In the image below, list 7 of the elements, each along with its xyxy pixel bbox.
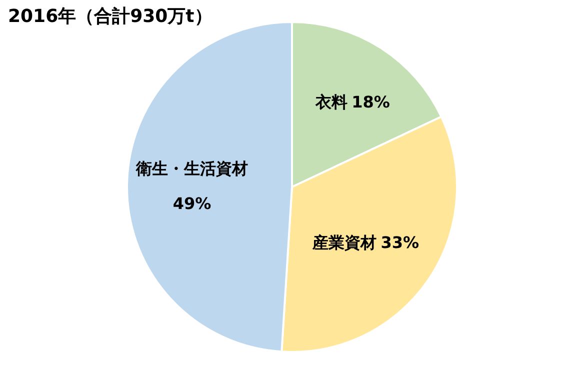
- data-label: 49%: [172, 194, 212, 213]
- slice-label: 衛生・生活資材: [135, 158, 248, 178]
- data-label: 18%: [352, 92, 390, 112]
- slice-label: 産業資材: [312, 233, 377, 252]
- chart-title: 2016年（合計930万t）: [8, 6, 212, 27]
- slice-label: 衣料: [314, 92, 348, 112]
- data-label: 33%: [380, 233, 420, 252]
